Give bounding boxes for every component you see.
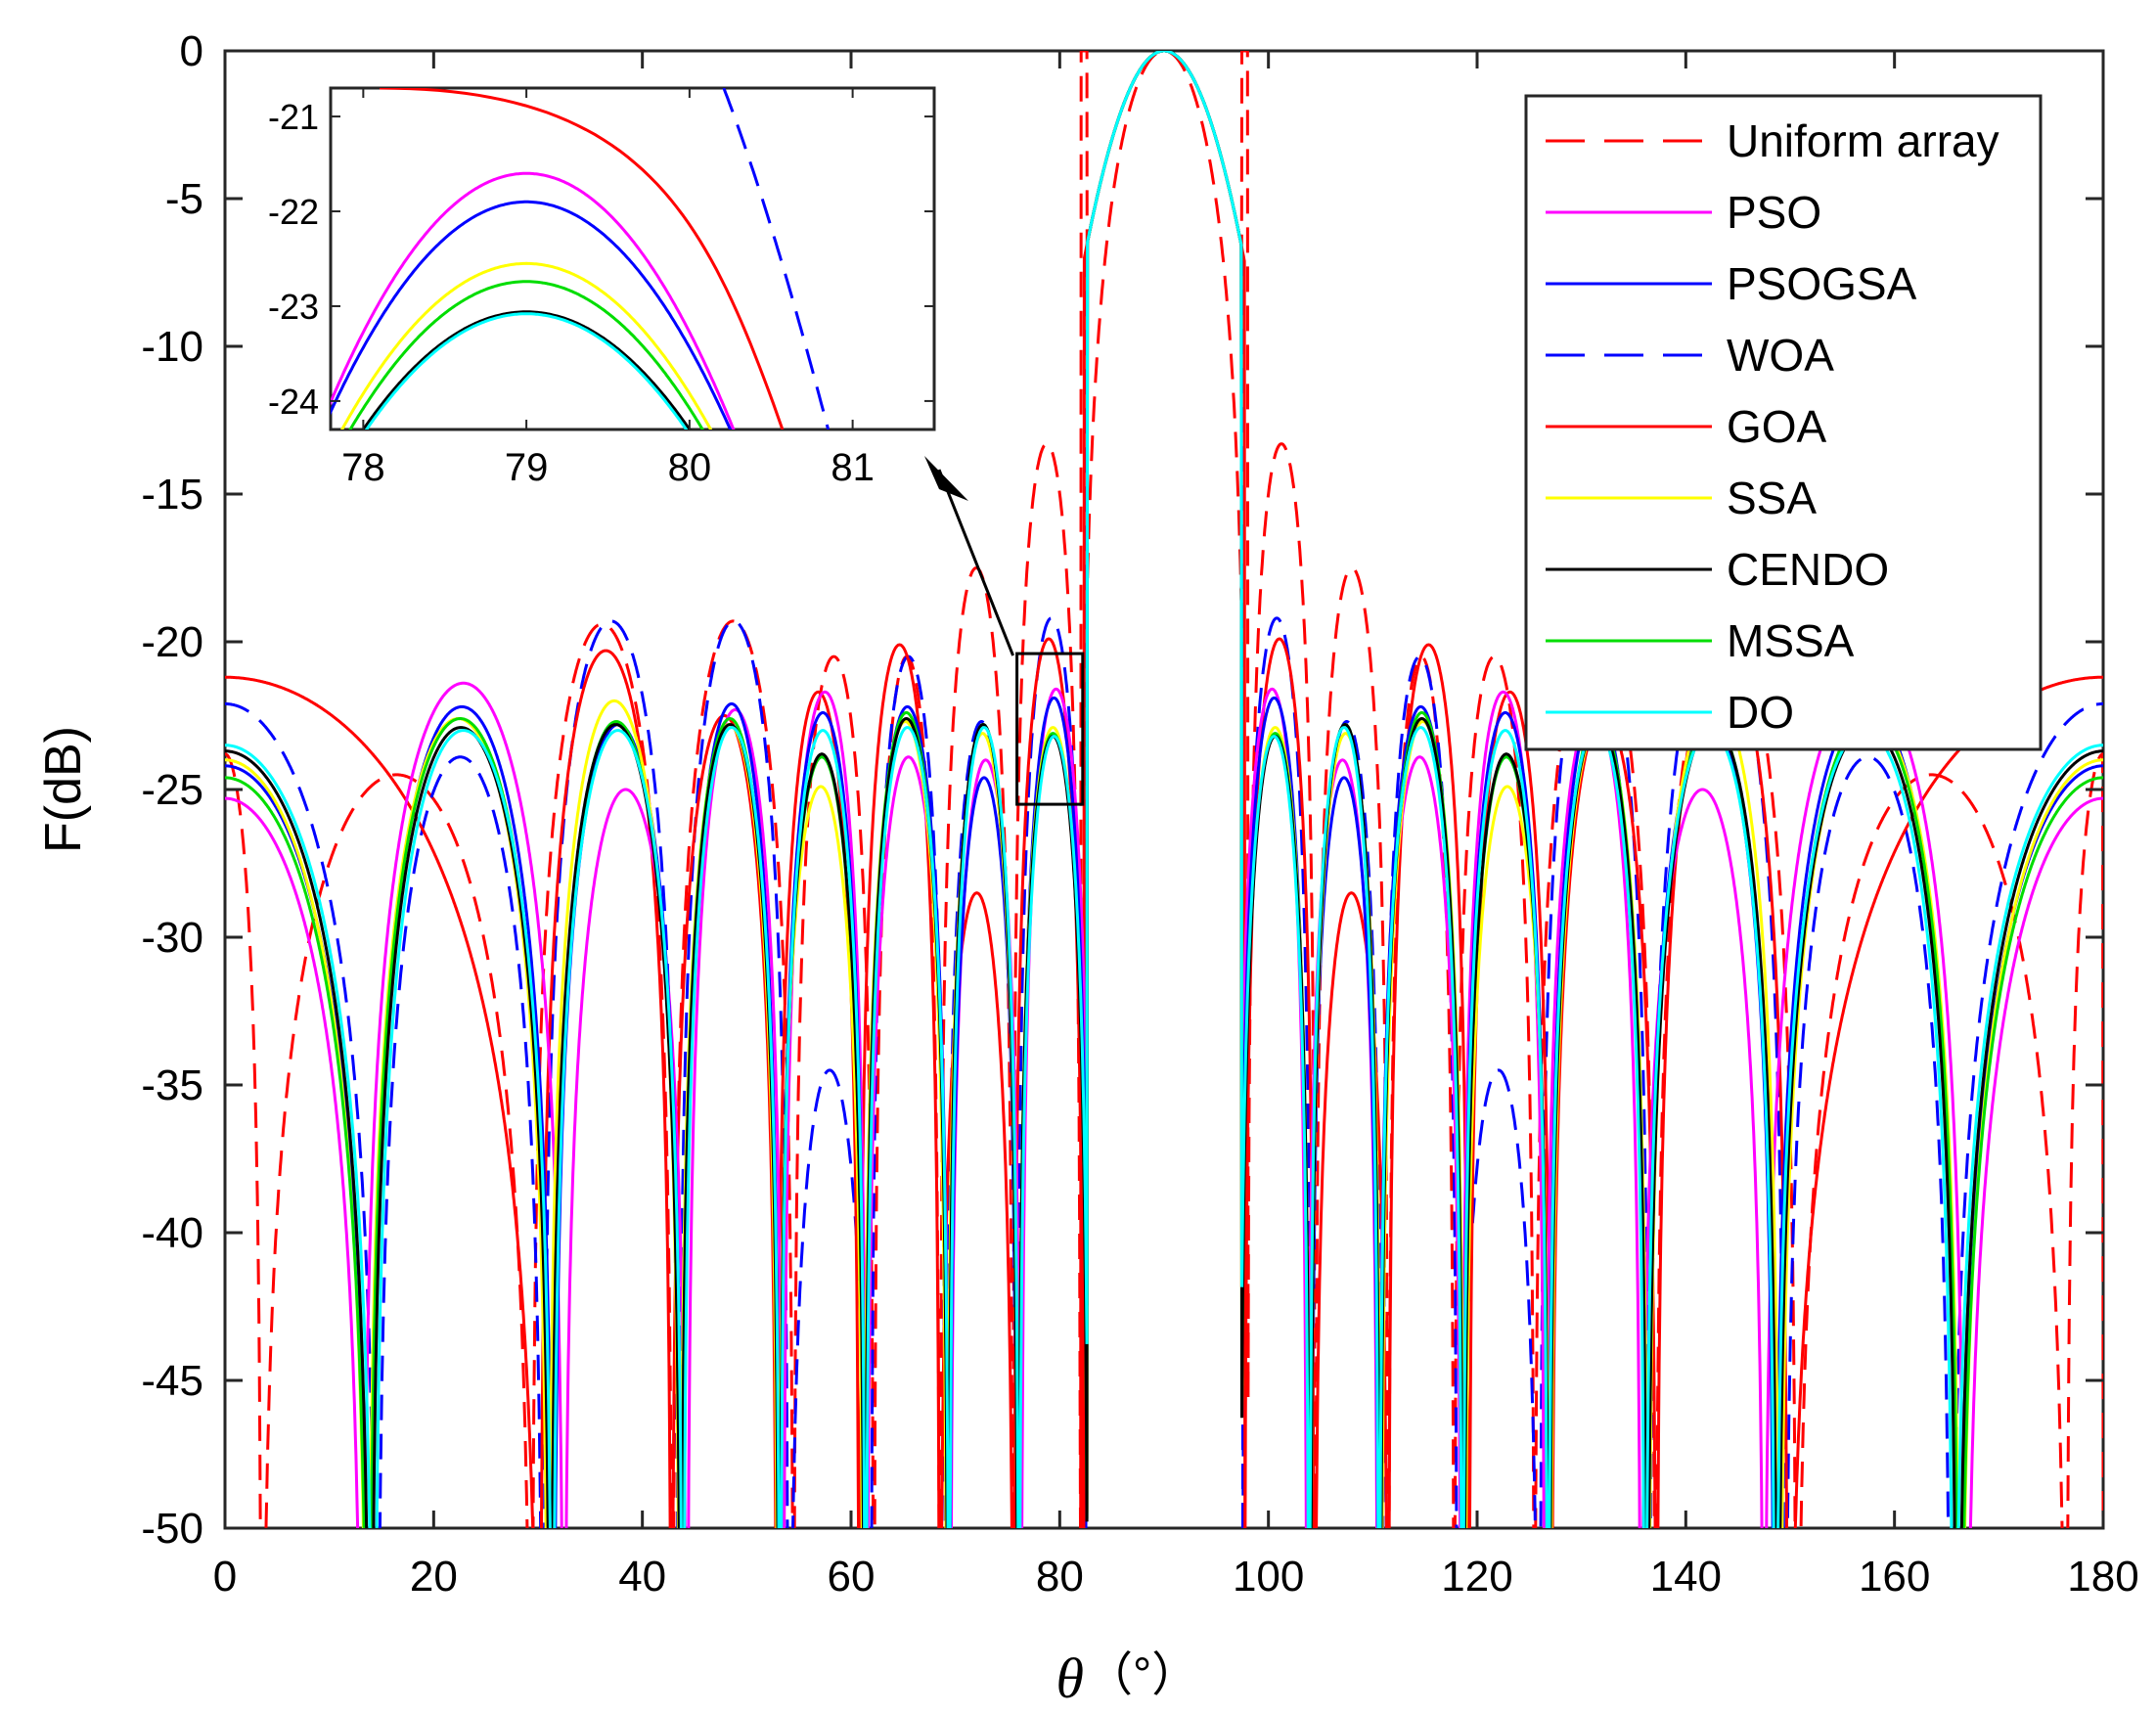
legend-label: MSSA	[1727, 615, 1855, 666]
series-line-psogsa	[225, 51, 2103, 1528]
y-tick-label: -30	[141, 914, 203, 962]
inset-x-tick-label: 79	[505, 446, 549, 489]
x-axis-unit: （°）	[1086, 1649, 1198, 1701]
legend-label: PSOGSA	[1727, 258, 1917, 309]
zoom-arrow-head	[924, 456, 968, 501]
x-tick-label: 80	[1036, 1553, 1084, 1601]
x-tick-label: 20	[410, 1553, 458, 1601]
zoom-arrow-shaft	[937, 469, 1014, 656]
series-line-do	[225, 51, 2103, 1528]
series-line-ssa	[225, 51, 2103, 1528]
inset-curve-woa	[722, 88, 831, 429]
series-line-woa	[225, 51, 2103, 1528]
y-tick-label: 0	[180, 27, 203, 75]
main-axis-ticks: 0 20 40 60 80 100 120 140 160 180 0 -5 -10 -15 -20 -25 -…	[141, 27, 2138, 1601]
x-tick-label: 140	[1650, 1553, 1722, 1601]
inset-axes-box	[329, 86, 936, 431]
x-tick-label: 120	[1441, 1553, 1512, 1601]
inset-zoom-chart: 78 79 80 81 -21 -22 -23 -24	[268, 86, 936, 489]
x-tick-label: 40	[618, 1553, 666, 1601]
legend-label: GOA	[1727, 401, 1827, 452]
legend-label: CENDO	[1727, 544, 1889, 595]
y-tick-label: -40	[141, 1209, 203, 1257]
inset-y-tick-label: -21	[268, 97, 319, 137]
y-tick-label: -45	[141, 1357, 203, 1405]
inset-y-tick-label: -24	[268, 382, 319, 422]
zoom-box	[1015, 652, 1085, 806]
inset-y-tick-label: -22	[268, 192, 319, 232]
inset-curve-cendo	[361, 310, 692, 429]
x-tick-label: 60	[828, 1553, 876, 1601]
y-tick-label: -15	[141, 471, 203, 519]
legend: Uniform array PSO PSOGSA WOA GOA SSA CENDO MSSA…	[1524, 94, 2043, 751]
x-tick-label: 100	[1233, 1553, 1304, 1601]
inset-curve-ssa	[339, 261, 713, 429]
inset-plot-area	[331, 88, 831, 429]
legend-label: Uniform array	[1727, 115, 1999, 166]
inset-x-tick-label: 80	[668, 446, 712, 489]
x-axis-symbol: θ	[1056, 1647, 1085, 1710]
x-tick-label: 0	[213, 1553, 237, 1601]
series-line-pso	[225, 51, 2103, 1528]
legend-label: WOA	[1727, 330, 1834, 381]
y-tick-label: -10	[141, 323, 203, 371]
y-tick-label: -25	[141, 766, 203, 814]
y-axis-label: F(dB)	[35, 726, 92, 853]
legend-label: PSO	[1727, 187, 1821, 238]
x-tick-label: 180	[2067, 1553, 2138, 1601]
y-tick-label: -50	[141, 1505, 203, 1553]
y-tick-label: -5	[165, 175, 203, 223]
inset-x-tick-label: 81	[831, 446, 875, 489]
y-tick-label: -20	[141, 618, 203, 666]
legend-label: DO	[1727, 687, 1794, 738]
inset-curve-psogsa	[331, 200, 733, 429]
legend-label: SSA	[1727, 473, 1817, 523]
zoom-annotation	[924, 456, 1085, 806]
x-tick-label: 160	[1859, 1553, 1930, 1601]
main-plot-area	[225, 51, 2103, 1528]
y-tick-label: -35	[141, 1061, 203, 1109]
inset-curve-pso	[331, 171, 736, 429]
x-axis-label: θ （°）	[1056, 1647, 1199, 1710]
series-line-cendo	[225, 51, 2103, 1528]
inset-curve-do	[364, 312, 689, 429]
inset-x-tick-label: 78	[341, 446, 385, 489]
inset-curve-mssa	[348, 280, 704, 429]
inset-y-tick-label: -23	[268, 287, 319, 327]
inset-curve-goa	[379, 88, 785, 429]
